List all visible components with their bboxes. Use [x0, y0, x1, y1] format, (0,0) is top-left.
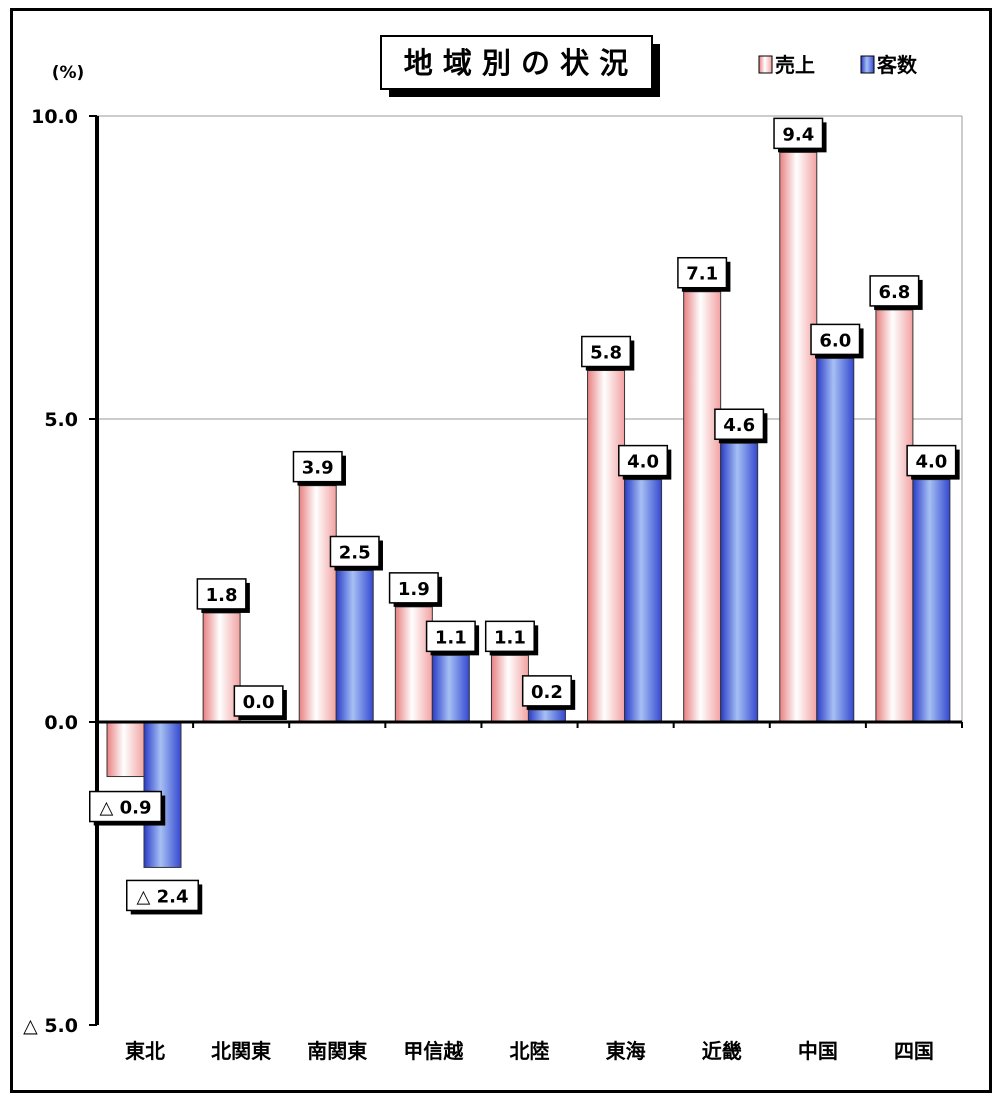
bar-sales [875, 309, 914, 723]
label-box [233, 685, 284, 717]
data-label-sales: 3.9 [292, 450, 346, 486]
label-box [292, 450, 343, 483]
label-text: 6.8 [878, 282, 910, 303]
label-text: 0.2 [531, 682, 563, 703]
bar-customers [527, 709, 566, 723]
data-label-sales: 9.4 [773, 117, 827, 153]
bar-sales [106, 721, 145, 778]
title-box: 地 域 別 の 状 況 [380, 35, 660, 97]
y-tick-label: △ 5.0 [23, 1015, 78, 1037]
data-label-customers: 4.6 [714, 408, 768, 444]
label-box [89, 790, 162, 823]
bar-customers [431, 654, 470, 723]
label-text: 7.1 [686, 264, 718, 285]
axes: 10.0 5.0 0.0 △ 5.0 東北 北関東 南関東 甲信越 北陸 東海 近畿 中国 四国 [23, 106, 963, 1063]
chart-title: 地 域 別 の 状 況 [404, 46, 628, 80]
legend-swatch-customers [860, 55, 875, 74]
x-tick-label: 四国 [894, 1039, 934, 1063]
label-text: 4.0 [915, 452, 947, 473]
label-box [425, 620, 476, 653]
data-label-sales: 6.8 [869, 275, 923, 310]
data-label-sales: 5.8 [581, 335, 635, 371]
label-text: 1.1 [494, 627, 526, 648]
bars [106, 151, 951, 868]
legend-label-customers: 客数 [876, 53, 918, 77]
label-box [388, 572, 439, 604]
label-box [906, 444, 957, 477]
legend-swatch-sales [758, 55, 773, 74]
label-text: 9.4 [782, 124, 814, 145]
label-text: 6.0 [819, 330, 851, 351]
data-label-customers: 2.5 [329, 535, 383, 571]
data-label-customers: 0.2 [521, 675, 576, 710]
label-text: 1.1 [435, 627, 467, 648]
legend-label-sales: 売上 [775, 53, 815, 77]
y-tick-label: 10.0 [31, 106, 78, 128]
label-text: 4.6 [723, 415, 755, 436]
data-label-sales: 1.8 [196, 578, 250, 613]
label-text: 1.9 [398, 579, 430, 600]
data-labels: △ 0.9 1.8 3.9 1.9 1.1 5.8 7.1 9.4 6.8 △ 2.4 0.0 2.5… [89, 117, 960, 915]
y-tick-label: 0.0 [44, 712, 78, 734]
label-text: 3.9 [302, 458, 334, 479]
label-text: △ 2.4 [137, 886, 189, 907]
label-box [196, 578, 247, 610]
x-tick-label: 北陸 [510, 1039, 550, 1063]
label-text: 1.8 [206, 585, 238, 606]
x-tick-label: 中国 [798, 1039, 838, 1063]
data-label-customers: 1.1 [425, 620, 480, 656]
bar-sales [779, 151, 818, 723]
label-text: 4.0 [627, 452, 659, 473]
label-box [581, 335, 632, 368]
label-box [677, 256, 728, 289]
x-tick-label: 近畿 [702, 1039, 742, 1063]
label-text: △ 0.9 [100, 798, 152, 819]
label-text: 5.8 [590, 343, 622, 364]
label-box [126, 879, 199, 912]
label-box [773, 117, 824, 150]
label-box [869, 275, 920, 307]
data-label-customers: 4.0 [618, 444, 672, 480]
y-axis-unit: (%) [52, 63, 85, 83]
label-text: 0.0 [243, 692, 275, 713]
data-label-customers: △ 2.4 [126, 879, 203, 915]
data-label-sales: 7.1 [677, 256, 731, 292]
bar-sales [587, 370, 626, 723]
label-box [810, 323, 861, 356]
bar-sales [683, 291, 722, 723]
bar-sales [298, 485, 337, 723]
data-label-customers: 0.0 [233, 685, 287, 720]
x-tick-label: 東北 [125, 1039, 165, 1063]
data-label-sales: 1.1 [484, 620, 539, 656]
label-text: 2.5 [339, 543, 371, 564]
bar-customers [720, 442, 759, 723]
bar-customers [335, 570, 374, 723]
bar-customers [624, 479, 663, 723]
bar-customers [816, 357, 855, 723]
data-label-customers: 4.0 [906, 444, 960, 480]
x-tick-label: 甲信越 [403, 1039, 464, 1063]
y-tick-label: 5.0 [44, 409, 78, 431]
label-box [714, 408, 765, 440]
label-box [484, 620, 535, 653]
x-tick-label: 東海 [606, 1039, 646, 1063]
data-label-sales: △ 0.9 [89, 790, 166, 826]
data-label-sales: 1.9 [388, 572, 443, 607]
label-box [521, 675, 572, 707]
x-tick-label: 北関東 [211, 1039, 271, 1063]
x-tick-label: 南関東 [307, 1039, 367, 1063]
label-box [618, 444, 669, 477]
legend: 売上 客数 [758, 53, 918, 77]
bar-customers [912, 479, 951, 723]
data-label-customers: 6.0 [810, 323, 864, 359]
label-box [329, 535, 380, 568]
